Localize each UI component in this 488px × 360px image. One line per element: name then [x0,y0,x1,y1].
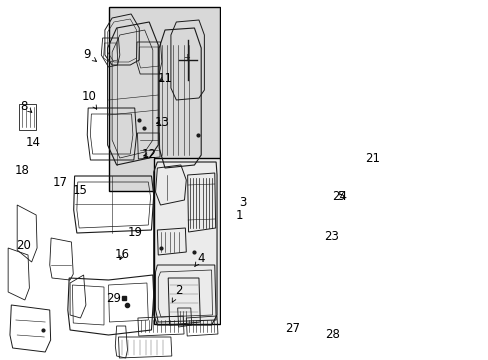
Text: 10: 10 [81,90,97,109]
Text: 4: 4 [194,252,204,267]
Text: 25: 25 [0,359,1,360]
Text: 24: 24 [332,189,347,202]
Text: 11: 11 [157,72,172,85]
Text: 19: 19 [128,225,143,239]
Text: 2: 2 [172,284,182,302]
Text: 21: 21 [365,152,380,165]
Text: 9: 9 [83,48,96,62]
Text: 1: 1 [235,208,243,221]
Text: 5: 5 [336,189,344,202]
Text: 27: 27 [285,321,300,334]
Bar [109,7,220,191]
Text: 26: 26 [0,359,1,360]
Text: 22: 22 [0,359,1,360]
Text: 3: 3 [239,195,246,208]
Text: 15: 15 [72,184,87,197]
Text: 13: 13 [155,116,169,129]
Text: 18: 18 [14,163,29,176]
Text: 20: 20 [16,239,31,252]
Text: +: + [183,53,189,62]
Text: 29: 29 [106,292,121,305]
Bar [153,158,220,324]
Text: 14: 14 [25,136,41,149]
Text: 12: 12 [142,148,157,161]
Text: 17: 17 [52,176,67,189]
Text: 16: 16 [115,248,130,261]
Text: 23: 23 [324,230,338,243]
Text: 6: 6 [0,359,1,360]
Text: 8: 8 [20,99,32,113]
Text: 28: 28 [324,329,339,342]
Text: 7: 7 [0,359,1,360]
